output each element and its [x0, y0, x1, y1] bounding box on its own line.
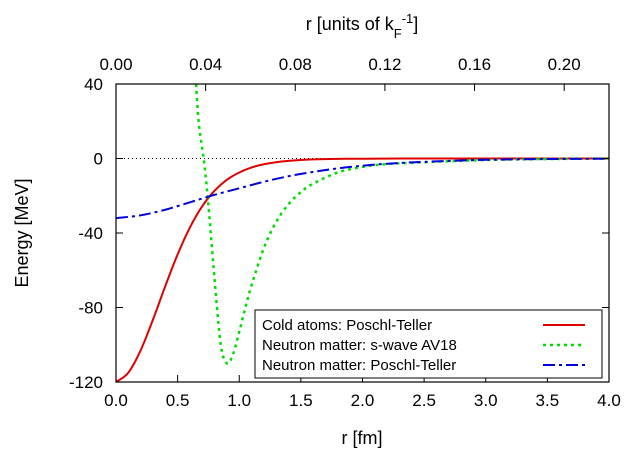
- top-tick-label: 0.00: [99, 55, 132, 74]
- x-tick-label: 0.0: [104, 391, 128, 410]
- top-axis-label-sup: -1: [402, 11, 414, 26]
- y-tick-label: -40: [78, 224, 103, 243]
- top-axis-label: r [units of kF-1]: [306, 11, 419, 41]
- top-tick-label: 0.12: [368, 55, 401, 74]
- top-tick-label: 0.08: [279, 55, 312, 74]
- y-tick-label: 40: [84, 75, 103, 94]
- x-tick-label: 1.5: [289, 391, 313, 410]
- top-axis-label-suffix: ]: [413, 14, 418, 34]
- y-tick-label: -120: [69, 373, 103, 392]
- y-tick-label: 0: [94, 150, 103, 169]
- top-axis-label-sub: F: [394, 26, 402, 41]
- top-tick-label: 0.16: [458, 55, 491, 74]
- series-line-0: [116, 157, 609, 382]
- x-tick-label: 1.0: [227, 391, 251, 410]
- x-tick-label: 3.0: [474, 391, 498, 410]
- y-tick-label: -80: [78, 299, 103, 318]
- x-tick-label: 2.0: [351, 391, 375, 410]
- legend-label-cold-atoms: Cold atoms: Poschl-Teller: [262, 317, 432, 334]
- legend: Cold atoms: Poschl-Teller Neutron matter…: [254, 309, 603, 379]
- series-line-1: [194, 84, 609, 365]
- top-axis-label-prefix: r [units of k: [306, 14, 395, 34]
- x-tick-label: 2.5: [412, 391, 436, 410]
- x-tick-label: 3.5: [536, 391, 560, 410]
- x-tick-label: 0.5: [166, 391, 190, 410]
- x-axis-label: r [fm]: [342, 428, 383, 448]
- legend-label-neutron-pt: Neutron matter: Poschl-Teller: [262, 357, 456, 374]
- top-tick-label: 0.04: [189, 55, 222, 74]
- legend-label-av18: Neutron matter: s-wave AV18: [262, 337, 457, 354]
- ticks-layer: 0.0 0.5 1.0 1.5 2.0 2.5 3.0 3.5 4.0 -120 -80 -40 0 40…: [69, 55, 621, 410]
- y-axis-label: Energy [MeV]: [12, 178, 32, 287]
- top-tick-label: 0.20: [548, 55, 581, 74]
- plot-frame: [115, 83, 610, 383]
- x-tick-label: 4.0: [597, 391, 621, 410]
- series-line-2: [116, 157, 609, 220]
- series-layer: [116, 84, 609, 382]
